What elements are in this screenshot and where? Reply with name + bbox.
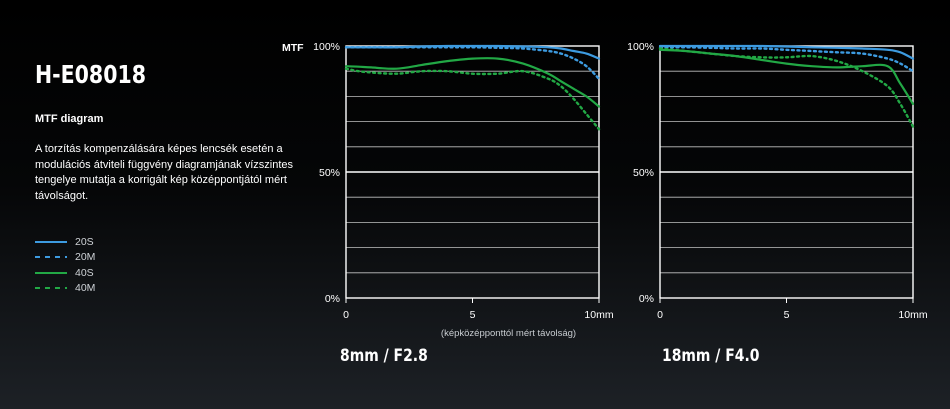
- series-line-40m: [344, 67, 601, 131]
- x-tick-label: 0: [343, 309, 349, 321]
- x-tick-label: 10mm: [898, 309, 927, 321]
- series-line-20m: [344, 46, 601, 80]
- legend-label-20m: 20M: [75, 251, 96, 264]
- section-subtitle: MTF diagram: [35, 113, 104, 125]
- series-line-40m: [658, 47, 915, 128]
- series-line-20m: [658, 46, 915, 73]
- y-tick-label: 100%: [313, 41, 340, 53]
- legend-label-40s: 40S: [75, 266, 94, 279]
- legend-label-40m: 40M: [75, 282, 96, 295]
- chart-caption-8mm: 8mm / F2.8: [340, 346, 428, 366]
- y-axis-label: MTF: [282, 42, 304, 54]
- x-tick-label: 5: [784, 309, 790, 321]
- legend-item-20s: 20S: [35, 234, 95, 250]
- x-tick-label: 5: [470, 309, 476, 321]
- y-tick-label: 100%: [627, 41, 654, 53]
- legend-swatch-20s: [35, 240, 67, 243]
- legend-label-20s: 20S: [75, 235, 94, 248]
- legend-item-20m: 20M: [35, 250, 95, 266]
- x-axis-label: (képközépponttól mért távolság): [441, 328, 576, 339]
- legend-item-40s: 40S: [35, 265, 95, 281]
- y-tick-label: 50%: [633, 167, 654, 179]
- series-line-20s: [658, 44, 915, 60]
- chart-18mm: 0 5 10mm 0% 50% 100%: [627, 41, 928, 321]
- legend-swatch-40s: [35, 271, 67, 274]
- series-line-40s: [344, 57, 601, 108]
- page-title: H-E08018: [35, 60, 146, 89]
- x-tick-label: 10mm: [584, 309, 613, 321]
- legend: 20S 20M 40S 40M: [35, 234, 95, 296]
- y-tick-label: 0%: [639, 293, 654, 305]
- y-tick-label: 0%: [325, 293, 340, 305]
- chart-caption-18mm: 18mm / F4.0: [662, 346, 760, 366]
- y-tick-label: 50%: [319, 167, 340, 179]
- description-text: A torzítás kompenzálására képes lencsék …: [35, 143, 294, 202]
- legend-item-40m: 40M: [35, 281, 95, 297]
- x-tick-label: 0: [657, 309, 663, 321]
- chart-8mm: 0 5 10mm 0% 50% 100% MTF (képközépponttól mért …: [282, 41, 614, 339]
